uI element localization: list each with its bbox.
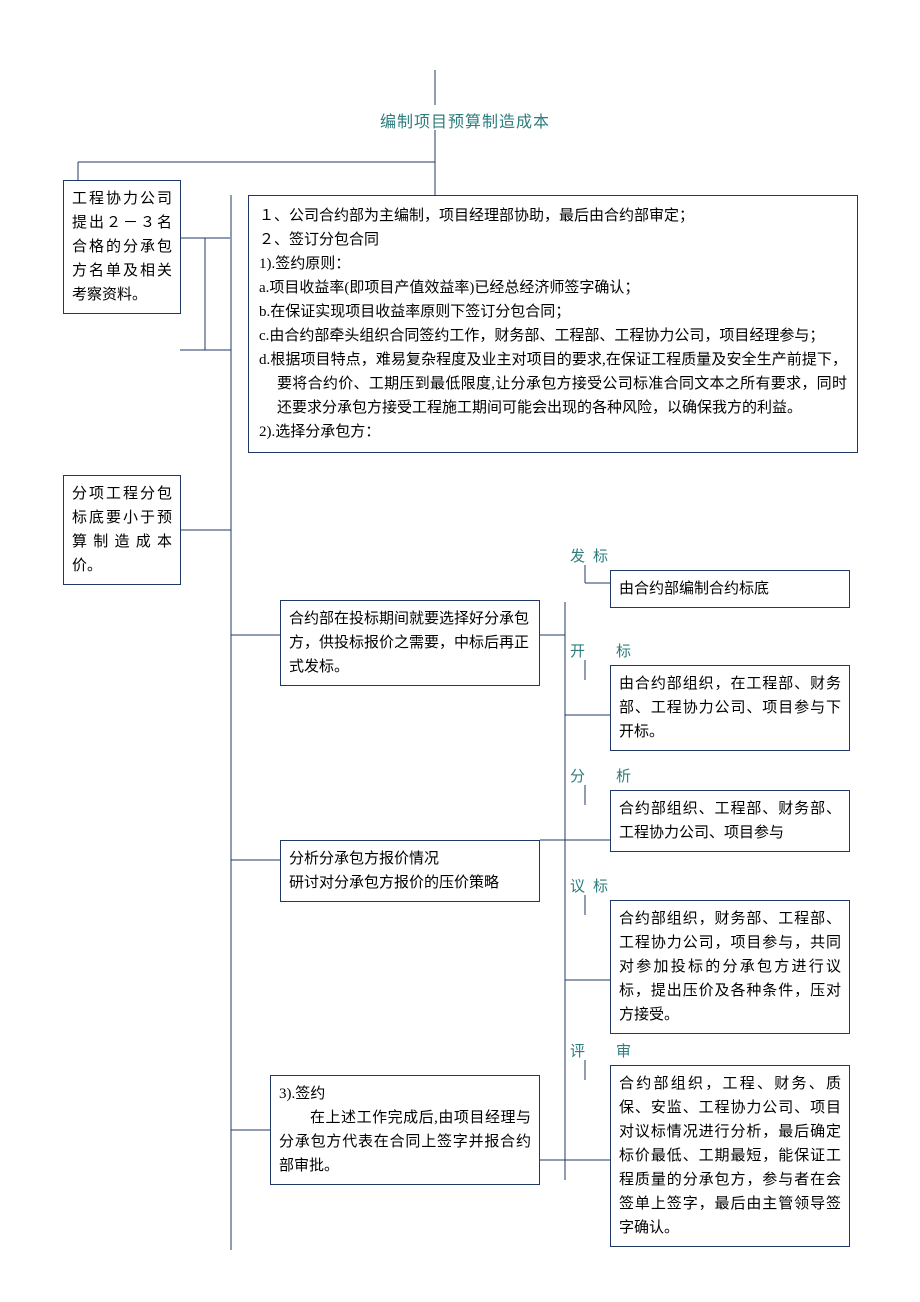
- mid-box-2-l2: 研讨对分承包方报价的压价策略: [289, 871, 531, 895]
- main-line4: a.项目收益率(即项目产值效益率)已经总经济师签字确认；: [259, 276, 847, 300]
- section-fabiao-box: 由合约部编制合约标底: [610, 570, 850, 608]
- main-line8: 2).选择分承包方：: [259, 420, 847, 444]
- section-pingshen-title: 评 审: [570, 1040, 639, 1061]
- left-box-2: 分项工程分包标底要小于预算 制 造 成 本价。: [63, 475, 181, 585]
- section-yibiao-title: 议标: [570, 875, 616, 896]
- mid-box-2-l1: 分析分承包方报价情况: [289, 847, 531, 871]
- section-kaibiao-box: 由合约部组织，在工程部、财务部、工程协力公司、项目参与下开标。: [610, 665, 850, 751]
- main-line3: 1).签约原则：: [259, 252, 847, 276]
- main-line7: d.根据项目特点，难易复杂程度及业主对项目的要求,在保证工程质量及安全生产前提下…: [259, 348, 847, 420]
- main-line5: b.在保证实现项目收益率原则下签订分包合同；: [259, 300, 847, 324]
- main-box: １、公司合约部为主编制，项目经理部协助，最后由合约部审定； ２、签订分包合同 1…: [248, 195, 858, 453]
- main-line6: c.由合约部牵头组织合同签约工作，财务部、工程部、工程协力公司，项目经理参与；: [259, 324, 847, 348]
- section-yibiao-box: 合约部组织，财务部、工程部、工程协力公司，项目参与，共同对参加投标的分承包方进行…: [610, 900, 850, 1034]
- section-fabiao-title: 发标: [570, 545, 616, 566]
- section-kaibiao-title: 开 标: [570, 640, 639, 661]
- mid-box-3: 3).签约 在上述工作完成后,由项目经理与分承包方代表在合同上签字并报合约部审批…: [270, 1075, 540, 1185]
- section-pingshen-box: 合约部组织，工程、财务、质保、安监、工程协力公司、项目对议标情况进行分析，最后确…: [610, 1065, 850, 1247]
- section-fenxi-title: 分 析: [570, 765, 639, 786]
- left-box-1: 工程协力公司提出２－３名合格的分承包方名单及相关考察资料。: [63, 180, 181, 314]
- section-fenxi-box: 合约部组织、工程部、财务部、工程协力公司、项目参与: [610, 790, 850, 852]
- main-line1: １、公司合约部为主编制，项目经理部协助，最后由合约部审定；: [259, 204, 847, 228]
- mid-box-3-l1: 3).签约: [279, 1082, 531, 1106]
- main-title: 编制项目预算制造成本: [380, 108, 550, 132]
- mid-box-2: 分析分承包方报价情况 研讨对分承包方报价的压价策略: [280, 840, 540, 902]
- mid-box-1: 合约部在投标期间就要选择好分承包方，供投标报价之需要，中标后再正式发标。: [280, 600, 540, 686]
- main-line2: ２、签订分包合同: [259, 228, 847, 252]
- mid-box-3-l2: 在上述工作完成后,由项目经理与分承包方代表在合同上签字并报合约部审批。: [279, 1106, 531, 1178]
